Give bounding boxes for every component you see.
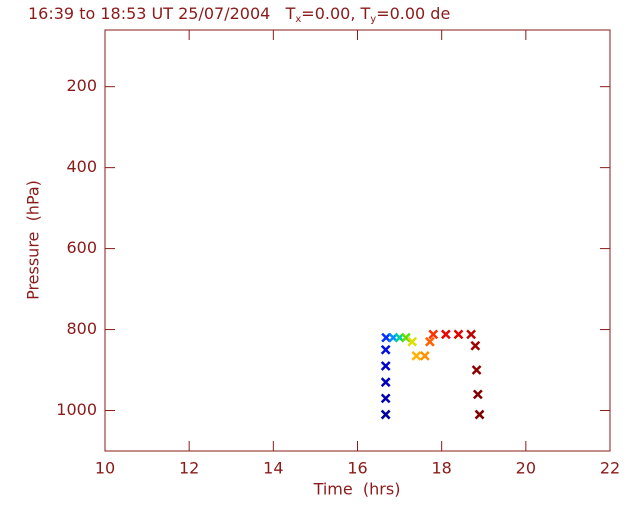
y-tick-label: 200 [66,76,97,95]
plot-frame [104,29,611,452]
x-tick-label: 14 [263,459,283,478]
title-segment: x [295,14,301,25]
x-tick-label: 16 [347,459,367,478]
chart-title: 16:39 to 18:53 UT 25/07/2004 Tx=0.00, Ty… [28,4,450,26]
x-tick-label: 22 [600,459,620,478]
title-segment: y [370,14,376,25]
x-tick-label: 12 [179,459,199,478]
y-tick-label: 400 [66,157,97,176]
y-axis-label: Pressure (hPa) [24,180,43,300]
trajectory-point [419,350,430,361]
y-tick-label: 600 [66,238,97,257]
trajectory-point [380,377,391,388]
x-tick-label: 18 [431,459,451,478]
title-segment: 16:39 to 18:53 UT 25/07/2004 T [28,4,296,23]
trajectory-point [380,344,391,355]
trajectory-point [424,336,435,347]
trajectory-point [407,336,418,347]
trajectory-point [381,332,392,343]
trajectory-point [466,329,477,340]
title-segment: =0.00 de [376,4,450,23]
trajectory-point [380,361,391,371]
y-tick-label: 1000 [56,400,97,419]
trajectory-point [401,332,411,343]
x-axis-label: Time (hrs) [313,480,401,499]
trajectory-point [380,409,391,420]
trajectory-point [470,340,481,351]
trajectory-point [380,393,391,404]
trajectory-point [472,389,483,400]
title-segment: =0.00, T [301,4,370,23]
trajectory-point [453,329,464,340]
trajectory-point [411,350,422,361]
y-tick-label: 800 [66,319,97,338]
trajectory-point [471,365,482,375]
trajectory-point [428,329,439,340]
trajectory-point [440,329,451,340]
x-tick-label: 10 [95,459,115,478]
trajectory-point [474,409,485,420]
x-tick-label: 20 [516,459,536,478]
